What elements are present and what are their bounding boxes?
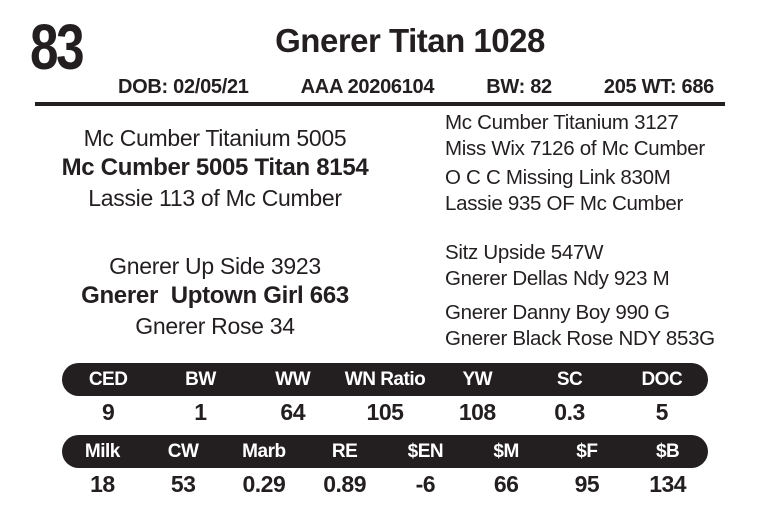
page-title: Gnerer Titan 1028: [275, 22, 545, 59]
epd-header-re: RE: [331, 440, 358, 462]
dam-grandsire-pair: Sitz Upside 547W Gnerer Dellas Ndy 923 M: [445, 240, 765, 292]
epd-value-dollar-m: 66: [493, 470, 519, 497]
epd-value-ced: 9: [101, 398, 115, 425]
sire-pedigree-block: Mc Cumber Titanium 5005 Mc Cumber 5005 T…: [40, 123, 390, 213]
sire-of-sire: Mc Cumber Titanium 5005: [83, 125, 347, 151]
sire-of-dam: Gnerer Up Side 3923: [109, 253, 321, 279]
grandparent-dam: Miss Wix 7126 of Mc Cumber: [445, 137, 705, 160]
epd-value-marb: 0.29: [242, 470, 286, 497]
epd-header-milk: Milk: [84, 440, 120, 462]
epd-header-marb: Marb: [242, 440, 286, 462]
dam-of-sire: Lassie 113 of Mc Cumber: [88, 185, 342, 211]
epd-value-wn-ratio: 105: [366, 398, 404, 425]
dam-name: Gnerer Uptown Girl 663: [81, 282, 349, 309]
epd-values-row-1: 9 1 64 105 108 0.3 5: [62, 397, 708, 427]
epd-header-dollar-b: $B: [655, 440, 680, 462]
epd-value-milk: 18: [90, 470, 115, 497]
epd-header-bw: BW: [185, 368, 216, 390]
epd-value-dollar-en: -6: [415, 470, 436, 497]
dam-pedigree-block: Gnerer Up Side 3923 Gnerer Uptown Girl 6…: [40, 251, 390, 341]
epd-header-sc: SC: [556, 368, 583, 390]
epd-header-doc: DOC: [641, 368, 683, 390]
grandparent-dam: Lassie 935 OF Mc Cumber: [445, 192, 684, 215]
grandparent-dam: Gnerer Black Rose NDY 853G: [445, 327, 715, 350]
epd-value-dollar-b: 134: [649, 470, 687, 497]
epd-value-yw: 108: [458, 398, 496, 425]
grandparent-dam: Gnerer Dellas Ndy 923 M: [445, 267, 670, 290]
epd-value-cw: 53: [170, 470, 196, 497]
sire-grandsire-pair: Mc Cumber Titanium 3127 Miss Wix 7126 of…: [445, 110, 765, 162]
sire-name: Mc Cumber 5005 Titan 8154: [61, 154, 369, 181]
header-divider: [35, 102, 725, 106]
birth-weight-label: BW: 82: [486, 76, 552, 98]
epd-header-dollar-en: $EN: [407, 440, 444, 462]
dam-of-dam: Gnerer Rose 34: [135, 313, 295, 339]
epd-header-dollar-f: $F: [576, 440, 598, 462]
epd-header-yw: YW: [462, 368, 493, 390]
epd-value-bw: 1: [194, 398, 207, 425]
epd-header-bar-1: CED BW WW WN Ratio YW SC DOC: [62, 363, 708, 396]
epd-value-doc: 5: [655, 398, 669, 425]
animal-info-row: DOB: 02/05/21 AAA 20206104 BW: 82 205 WT…: [118, 76, 714, 99]
grandparent-sire: Gnerer Danny Boy 990 G: [445, 301, 670, 324]
dob-label: DOB: 02/05/21: [118, 76, 249, 98]
lot-number: 83: [30, 11, 85, 83]
epd-header-bar-2: Milk CW Marb RE $EN $M $F $B: [62, 435, 708, 468]
epd-header-dollar-m: $M: [493, 440, 519, 462]
grandparent-sire: Sitz Upside 547W: [445, 241, 604, 264]
weaning-weight-label: 205 WT: 686: [603, 76, 714, 98]
dam-granddam-pair: Gnerer Danny Boy 990 G Gnerer Black Rose…: [445, 300, 765, 352]
sire-granddam-pair: O C C Missing Link 830M Lassie 935 OF Mc…: [445, 165, 765, 217]
epd-header-wn-ratio: WN Ratio: [344, 368, 426, 390]
epd-header-ww: WW: [275, 368, 311, 390]
epd-value-dollar-f: 95: [574, 470, 600, 497]
epd-value-ww: 64: [280, 398, 305, 425]
epd-header-ced: CED: [88, 368, 128, 390]
grandparent-sire: Mc Cumber Titanium 3127: [445, 111, 679, 134]
epd-value-re: 0.89: [323, 470, 366, 497]
epd-value-sc: 0.3: [554, 398, 585, 425]
grandparent-sire: O C C Missing Link 830M: [445, 166, 671, 189]
epd-header-cw: CW: [167, 440, 199, 462]
registration-number: AAA 20206104: [300, 76, 435, 98]
epd-values-row-2: 18 53 0.29 0.89 -6 66 95 134: [62, 469, 708, 499]
